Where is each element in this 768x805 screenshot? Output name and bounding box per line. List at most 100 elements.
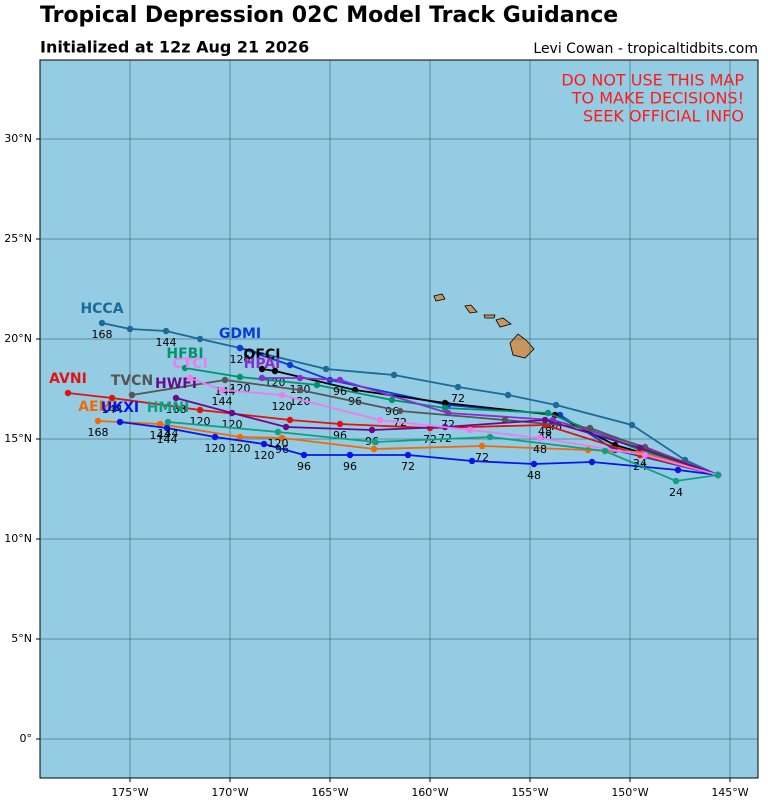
- track-point: [586, 424, 594, 432]
- track-point: [94, 417, 102, 425]
- track-point: [336, 420, 344, 428]
- model-name: CTCI: [172, 356, 207, 372]
- track-point: [601, 447, 609, 455]
- track-point: [221, 376, 229, 384]
- track-point: [672, 477, 680, 485]
- model-name: AVNI: [49, 371, 87, 387]
- model-name: HWFI: [155, 376, 197, 392]
- track-point: [163, 424, 171, 432]
- track-point: [228, 409, 236, 417]
- track-point: [278, 391, 286, 399]
- track-point: [588, 458, 596, 466]
- track-point: [258, 374, 266, 382]
- track-point: [164, 418, 172, 426]
- track-point: [441, 399, 449, 407]
- track-point: [186, 374, 194, 382]
- track-point: [641, 451, 649, 459]
- y-tick-label: 20°N: [4, 332, 32, 345]
- track-line: [189, 377, 719, 476]
- track-point: [501, 416, 509, 424]
- x-tick-label: 160°W: [411, 786, 448, 799]
- model-name: UKXI: [101, 400, 139, 416]
- track-point: [211, 433, 219, 441]
- model-name: HFBI: [166, 346, 203, 362]
- track-point: [172, 394, 180, 402]
- track-point: [552, 401, 560, 409]
- track-point: [396, 407, 404, 415]
- track-line: [175, 397, 719, 476]
- track-point: [282, 423, 290, 431]
- forecast-hour: 48: [527, 469, 541, 482]
- track-point: [313, 381, 321, 389]
- y-tick-label: 0°: [20, 732, 33, 745]
- model-name: OFCI: [244, 347, 281, 363]
- track-point: [478, 442, 486, 450]
- forecast-hour: 96: [297, 460, 311, 473]
- track-point: [258, 365, 266, 373]
- forecast-hour: 48: [538, 425, 552, 438]
- track-point: [278, 434, 286, 442]
- track-point: [162, 327, 170, 335]
- forecast-hour: 168: [166, 403, 187, 416]
- track-point: [300, 451, 308, 459]
- credit: Levi Cowan - tropicaltidbits.com: [533, 41, 758, 57]
- model-name: GDMI: [219, 326, 261, 342]
- track-point: [404, 451, 412, 459]
- track-point: [116, 418, 124, 426]
- track-point: [454, 383, 462, 391]
- track-point: [196, 335, 204, 343]
- forecast-hour: 96: [343, 460, 357, 473]
- track-point: [181, 364, 189, 372]
- forecast-hour: 24: [669, 486, 683, 499]
- track-point: [156, 420, 164, 428]
- track-point: [346, 451, 354, 459]
- track-point: [296, 374, 304, 382]
- track-point: [336, 376, 344, 384]
- forecast-hour: 48: [533, 443, 547, 456]
- x-tick-label: 145°W: [711, 786, 748, 799]
- x-tick-label: 150°W: [611, 786, 648, 799]
- track-point: [196, 406, 204, 414]
- map-area: [39, 59, 759, 779]
- forecast-hour: 120: [205, 442, 226, 455]
- track-point: [368, 426, 376, 434]
- model-name: TVCN: [111, 373, 153, 389]
- model-name: HCCA: [80, 301, 123, 317]
- track-point: [286, 416, 294, 424]
- track-point: [218, 386, 226, 394]
- y-tick-label: 5°N: [11, 632, 32, 645]
- x-tick-label: 165°W: [311, 786, 348, 799]
- track-point: [390, 371, 398, 379]
- track-point: [296, 386, 304, 394]
- forecast-hour: 120: [230, 442, 251, 455]
- track-point: [98, 319, 106, 327]
- subtitle: Initialized at 12z Aug 21 2026: [40, 38, 309, 57]
- track-point: [236, 373, 244, 381]
- warning-line: TO MAKE DECISIONS!: [571, 89, 744, 108]
- forecast-hour: 168: [92, 328, 113, 341]
- track-line: [119, 421, 719, 476]
- x-tick-label: 155°W: [511, 786, 548, 799]
- island: [483, 314, 496, 319]
- y-tick-label: 15°N: [4, 432, 32, 445]
- warning-line: SEEK OFFICIAL INFO: [583, 107, 744, 126]
- forecast-hour: 120: [230, 353, 251, 366]
- track-point: [64, 389, 72, 397]
- forecast-hour: 144: [158, 427, 179, 440]
- track-point: [530, 460, 538, 468]
- track-point: [541, 416, 549, 424]
- track-point: [128, 391, 136, 399]
- model-name: HMNI: [147, 400, 190, 416]
- track-line: [131, 379, 719, 476]
- forecast-hour: 96: [333, 385, 347, 398]
- track-point: [108, 394, 116, 402]
- forecast-hour: 120: [268, 437, 289, 450]
- forecast-hour: 72: [451, 392, 465, 405]
- y-tick-label: 10°N: [4, 532, 32, 545]
- track-point: [504, 391, 512, 399]
- track-point: [468, 457, 476, 465]
- track-point: [544, 409, 552, 417]
- island: [464, 304, 478, 314]
